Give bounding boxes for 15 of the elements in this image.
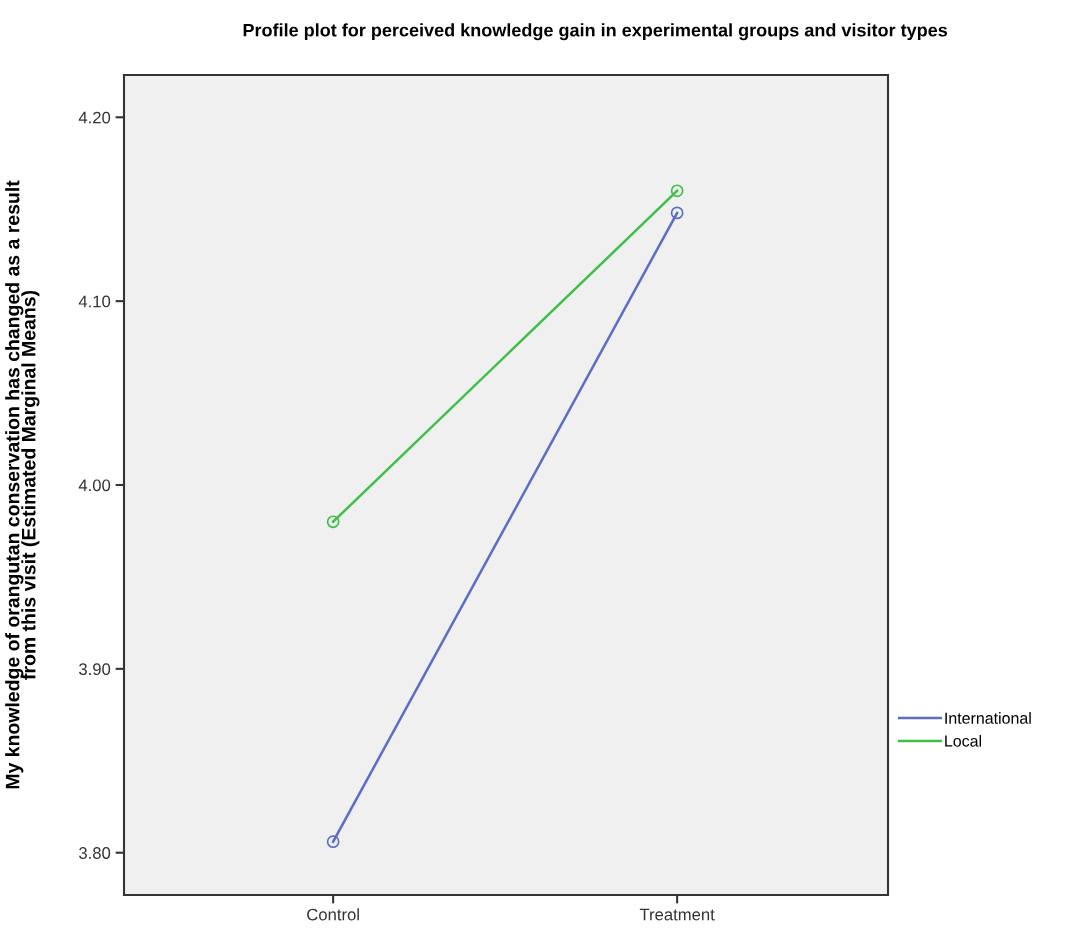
y-tick-label: 4.10 <box>78 295 111 308</box>
legend-label: International <box>945 712 1031 724</box>
y-tick-label: 4.20 <box>78 111 111 124</box>
x-tick-label: Control <box>307 908 359 921</box>
x-tick-label: Treatment <box>639 908 715 921</box>
y-axis-title: My knowledge of orangutan conservation has changed as a result from this visit (Estimated Marginal Means) <box>5 180 40 789</box>
y-tick-label: 3.80 <box>79 847 111 859</box>
point <box>326 835 340 849</box>
point <box>326 515 340 529</box>
y-tick-label: 3.90 <box>79 663 111 676</box>
point <box>670 184 684 198</box>
legend-label: Local <box>945 734 982 747</box>
y-tick-label: 4.00 <box>78 479 111 492</box>
chart-title: Profile plot for perceived knowledge gain in experimental groups and visitor types <box>243 23 948 41</box>
point <box>670 206 684 220</box>
